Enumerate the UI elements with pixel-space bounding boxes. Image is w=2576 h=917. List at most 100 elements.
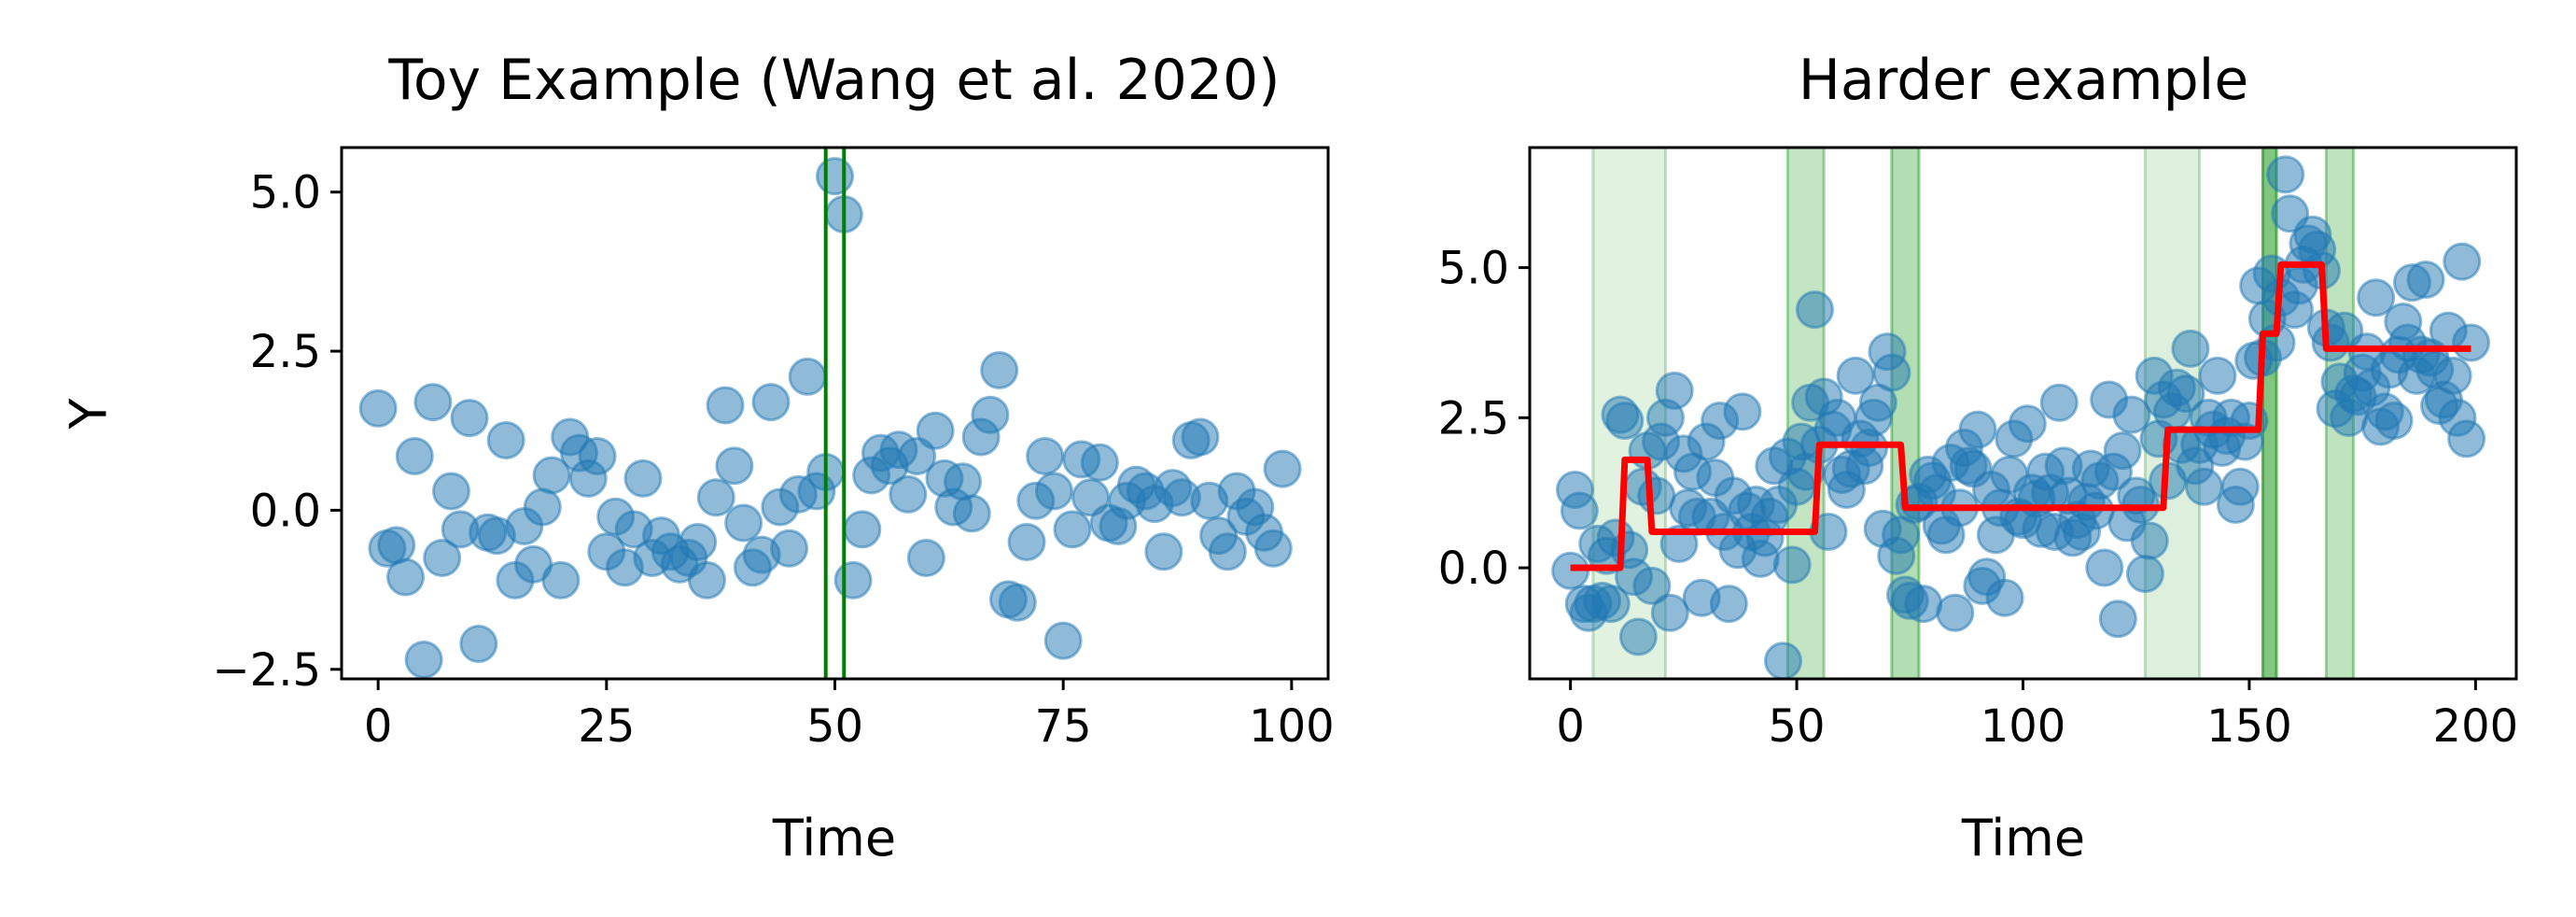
data-point <box>1253 529 1293 568</box>
data-point <box>431 472 470 511</box>
data-point <box>843 510 882 549</box>
data-point <box>2171 329 2210 368</box>
data-point <box>623 458 663 498</box>
data-point <box>889 474 928 514</box>
y-tick-label: 0.0 <box>1438 543 1509 595</box>
data-point <box>1053 510 1092 549</box>
harder-example-panel: Harder example Time 0 50 100 150 200 0.0 2.5 5.… <box>1438 48 2519 868</box>
data-point <box>2406 260 2445 299</box>
data-point <box>2357 278 2396 317</box>
data-point <box>788 357 827 396</box>
data-point <box>1772 545 1812 585</box>
fitted-mean-line <box>1570 261 2471 571</box>
data-point <box>1263 449 1302 488</box>
data-point <box>724 503 763 543</box>
data-point <box>377 526 416 565</box>
data-point <box>1181 417 1220 457</box>
data-point <box>1043 621 1083 660</box>
data-point <box>2433 356 2472 395</box>
data-point <box>2130 521 2169 560</box>
data-point <box>523 487 562 527</box>
data-point <box>906 539 945 578</box>
y-tick-label: 5.0 <box>1438 243 1509 295</box>
x-tick-label: 100 <box>1981 700 2066 753</box>
data-point <box>2220 467 2260 506</box>
data-point <box>541 560 581 600</box>
data-point <box>1872 353 1911 392</box>
data-point <box>770 529 809 568</box>
x-tick-label: 150 <box>2206 700 2292 753</box>
data-point <box>2198 356 2237 395</box>
data-point <box>1144 532 1183 571</box>
data-point <box>2443 242 2482 281</box>
data-point <box>1958 410 1997 449</box>
data-point <box>395 436 434 475</box>
data-point <box>980 351 1019 390</box>
data-point <box>2452 323 2491 362</box>
data-point <box>358 388 398 428</box>
data-point <box>1007 522 1046 561</box>
harder-example-plot-area: 0 50 100 150 200 0.0 2.5 5.0 <box>1438 146 2518 753</box>
x-tick-label: 50 <box>1769 700 1826 753</box>
data-point <box>2266 155 2305 194</box>
data-point <box>971 395 1010 434</box>
data-point <box>1985 578 2024 617</box>
data-point <box>816 157 854 196</box>
toy-example-xlabel: Time <box>772 809 896 868</box>
data-point <box>679 522 718 561</box>
data-point <box>715 446 754 486</box>
data-point <box>413 383 453 422</box>
y-tick-label: 2.5 <box>250 326 321 378</box>
x-tick-label: 0 <box>1556 700 1585 753</box>
toy-example-data-layer <box>358 148 1302 679</box>
data-point <box>1904 585 1943 624</box>
data-point <box>404 641 443 679</box>
data-point <box>916 411 955 450</box>
data-point <box>2085 548 2124 587</box>
toy-example-panel: Toy Example (Wang et al. 2020) Y Time 0 2… <box>60 48 1335 868</box>
x-tick-label: 25 <box>578 700 635 753</box>
data-point <box>1605 402 1645 441</box>
data-point <box>687 560 726 600</box>
data-point <box>696 478 735 517</box>
data-point <box>578 436 617 475</box>
data-point <box>1795 290 1834 330</box>
data-point <box>952 494 991 533</box>
data-point <box>2039 383 2079 422</box>
data-point <box>2166 374 2205 414</box>
data-point <box>2008 404 2047 444</box>
data-point <box>751 383 791 422</box>
data-point <box>1637 476 1676 515</box>
harder-example-data-layer <box>1551 148 2491 679</box>
data-point <box>706 386 745 425</box>
data-point <box>2447 419 2486 458</box>
y-tick-label: −2.5 <box>212 644 321 697</box>
y-tick-label: 0.0 <box>250 485 321 537</box>
data-point <box>1080 443 1119 482</box>
data-point <box>2098 600 2137 639</box>
data-point <box>2125 554 2164 593</box>
x-tick-label: 0 <box>364 700 393 753</box>
data-point <box>486 420 525 459</box>
data-point <box>1208 532 1247 571</box>
data-point <box>1591 585 1631 624</box>
toy-example-title: Toy Example (Wang et al. 2020) <box>387 48 1280 113</box>
y-tick-label: 5.0 <box>250 167 321 219</box>
data-point <box>1709 585 1748 624</box>
x-tick-label: 75 <box>1035 700 1092 753</box>
toy-example-ylabel: Y <box>60 398 119 430</box>
x-tick-label: 100 <box>1249 700 1335 753</box>
data-point <box>998 583 1037 622</box>
data-point <box>2184 467 2223 506</box>
data-point <box>1650 593 1689 632</box>
data-point <box>386 557 426 597</box>
harder-example-title: Harder example <box>1799 48 2249 113</box>
data-point <box>1034 472 1073 511</box>
data-point <box>450 399 489 438</box>
data-point <box>2374 402 2414 441</box>
data-point <box>1026 436 1065 475</box>
data-point <box>1618 617 1658 656</box>
data-point <box>2112 395 2151 434</box>
data-point <box>833 560 873 600</box>
